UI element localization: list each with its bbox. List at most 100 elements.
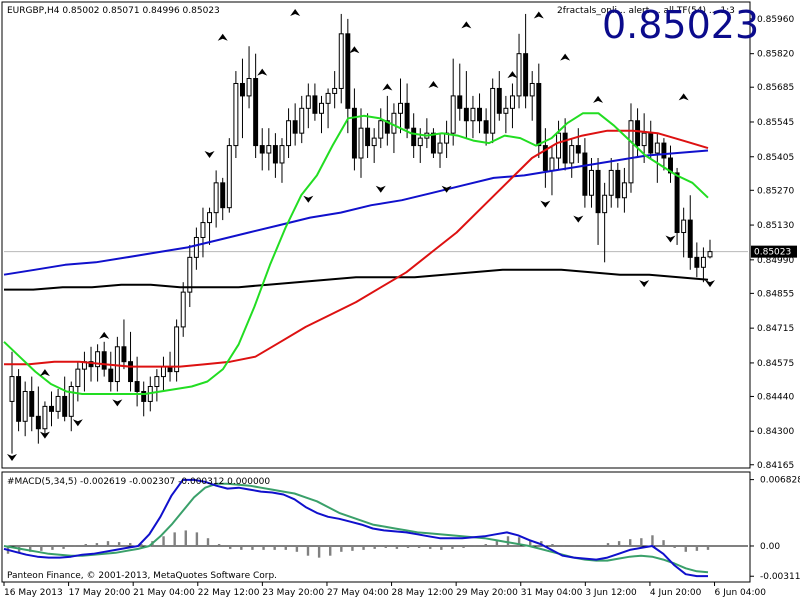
candle-bull: [332, 87, 338, 94]
macd-histogram-bar: [184, 530, 187, 546]
candlesticks: [9, 13, 713, 454]
candle-bear: [477, 107, 483, 122]
time-tick-label: 17 May 20:00: [69, 588, 131, 598]
price-tick-label: 0.85270: [757, 186, 794, 196]
macd-histogram-bar: [617, 541, 621, 546]
macd-histogram-bar: [29, 545, 32, 552]
candle-bull: [187, 256, 193, 293]
candle-bull: [319, 102, 324, 114]
macd-panel-frame: [1, 471, 751, 583]
ma-red-line: [4, 129, 709, 368]
macd-histogram-bar: [317, 545, 321, 558]
current-price-label: 0.85023: [754, 248, 791, 258]
price-tick-label: 0.85820: [757, 50, 794, 60]
copyright-text: Panteon Finance, © 2001-2013, MetaQuotes…: [7, 571, 277, 581]
fractal-down-arrow: [639, 280, 650, 288]
macd-axis: 0.006828 0.00 -0.003113: [750, 476, 800, 582]
fractal-up-arrow: [99, 331, 110, 339]
candle-bear: [483, 120, 489, 134]
candle-bear: [29, 390, 35, 417]
fractal-down-arrow: [375, 185, 386, 193]
candle-bull: [437, 142, 443, 154]
macd-histogram-bar: [117, 542, 121, 546]
candle-bull: [299, 107, 305, 134]
macd-histogram: [6, 530, 710, 558]
macd-histogram-bar: [195, 532, 199, 546]
time-tick-label: 4 Jun 20:00: [650, 588, 702, 598]
time-tick-label: 27 May 04:00: [327, 588, 389, 598]
macd-histogram-bar: [251, 545, 254, 550]
macd-histogram-bar: [362, 545, 365, 550]
price-tick-label: 0.85685: [757, 83, 794, 93]
price-tick-label: 0.85960: [757, 15, 794, 25]
candle-bear: [661, 142, 667, 159]
macd-histogram-bar: [517, 537, 521, 546]
macd-histogram-bar: [173, 532, 176, 546]
macd-histogram-bar: [373, 545, 376, 549]
candle-bull: [588, 169, 594, 196]
macd-histogram-bar: [640, 538, 643, 546]
macd-histogram-bar: [651, 535, 654, 546]
price-tick-label: 0.84715: [757, 324, 794, 334]
price-tick-label: 0.85545: [757, 118, 794, 128]
big-price-display: 0.85023: [602, 3, 759, 47]
candle-bear: [595, 169, 601, 214]
macd-histogram-bar: [673, 545, 676, 548]
fractal-up-arrow: [428, 81, 439, 88]
fractal-up-arrow: [461, 21, 472, 29]
macd-histogram-bar: [417, 545, 421, 548]
macd-histogram-bar: [684, 545, 687, 552]
time-tick-label: 22 May 12:00: [198, 588, 260, 598]
time-tick-label: 29 May 20:00: [456, 588, 518, 598]
candle-bull: [305, 95, 311, 109]
candle-bull: [608, 169, 614, 196]
candle-bear: [62, 395, 68, 417]
time-tick-label: 31 May 04:00: [521, 588, 583, 598]
macd-histogram-bar: [462, 545, 465, 548]
fractal-up-arrow: [560, 53, 571, 61]
macd-histogram-bar: [551, 544, 554, 546]
price-tick-label: 0.84990: [757, 256, 794, 266]
macd-histogram-bar: [62, 545, 65, 549]
time-tick-label: 3 Jun 12:00: [585, 588, 637, 598]
candle-bull: [286, 120, 292, 147]
macd-histogram-bar: [340, 545, 343, 552]
macd-histogram-bar: [429, 545, 432, 549]
fractal-up-arrow: [678, 93, 689, 101]
fractal-down-arrow: [204, 151, 215, 158]
candle-bull: [358, 127, 364, 159]
candle-bear: [49, 405, 54, 412]
candle-bull: [246, 78, 252, 97]
fractal-down-arrow: [573, 215, 584, 223]
candle-bear: [575, 145, 581, 154]
candle-bull: [174, 326, 180, 373]
time-tick-label: 16 May 2013: [4, 588, 63, 598]
candle-bull: [641, 132, 647, 147]
candle-bear: [674, 172, 680, 234]
candle-bear: [312, 95, 318, 114]
candle-bull: [398, 102, 403, 114]
price-tick-label: 0.85130: [757, 221, 794, 231]
candle-bull: [529, 82, 535, 97]
candle-bull: [490, 87, 496, 134]
price-panel-frame: [1, 1, 751, 469]
macd-histogram-bar: [395, 545, 399, 549]
time-tick-label: 21 May 04:00: [133, 588, 195, 598]
candle-bear: [101, 351, 107, 370]
fractal-up-arrow: [39, 369, 50, 377]
fractal-down-arrow: [72, 419, 83, 427]
macd-histogram-bar: [506, 536, 510, 546]
price-tick-label: 0.84165: [757, 461, 794, 471]
macd-histogram-bar: [106, 541, 110, 546]
macd-histogram-bar: [129, 543, 132, 546]
macd-histogram-bar: [606, 543, 610, 546]
candle-bear: [523, 53, 529, 97]
candle-bull: [417, 137, 423, 147]
candle-bull: [371, 137, 377, 147]
price-tick-label: 0.85405: [757, 153, 794, 163]
candle-bear: [253, 78, 259, 147]
candle-bull: [681, 219, 687, 234]
fractal-down-arrow: [665, 235, 676, 243]
macd-histogram-bar: [329, 545, 332, 556]
macd-histogram-bar: [95, 543, 99, 546]
